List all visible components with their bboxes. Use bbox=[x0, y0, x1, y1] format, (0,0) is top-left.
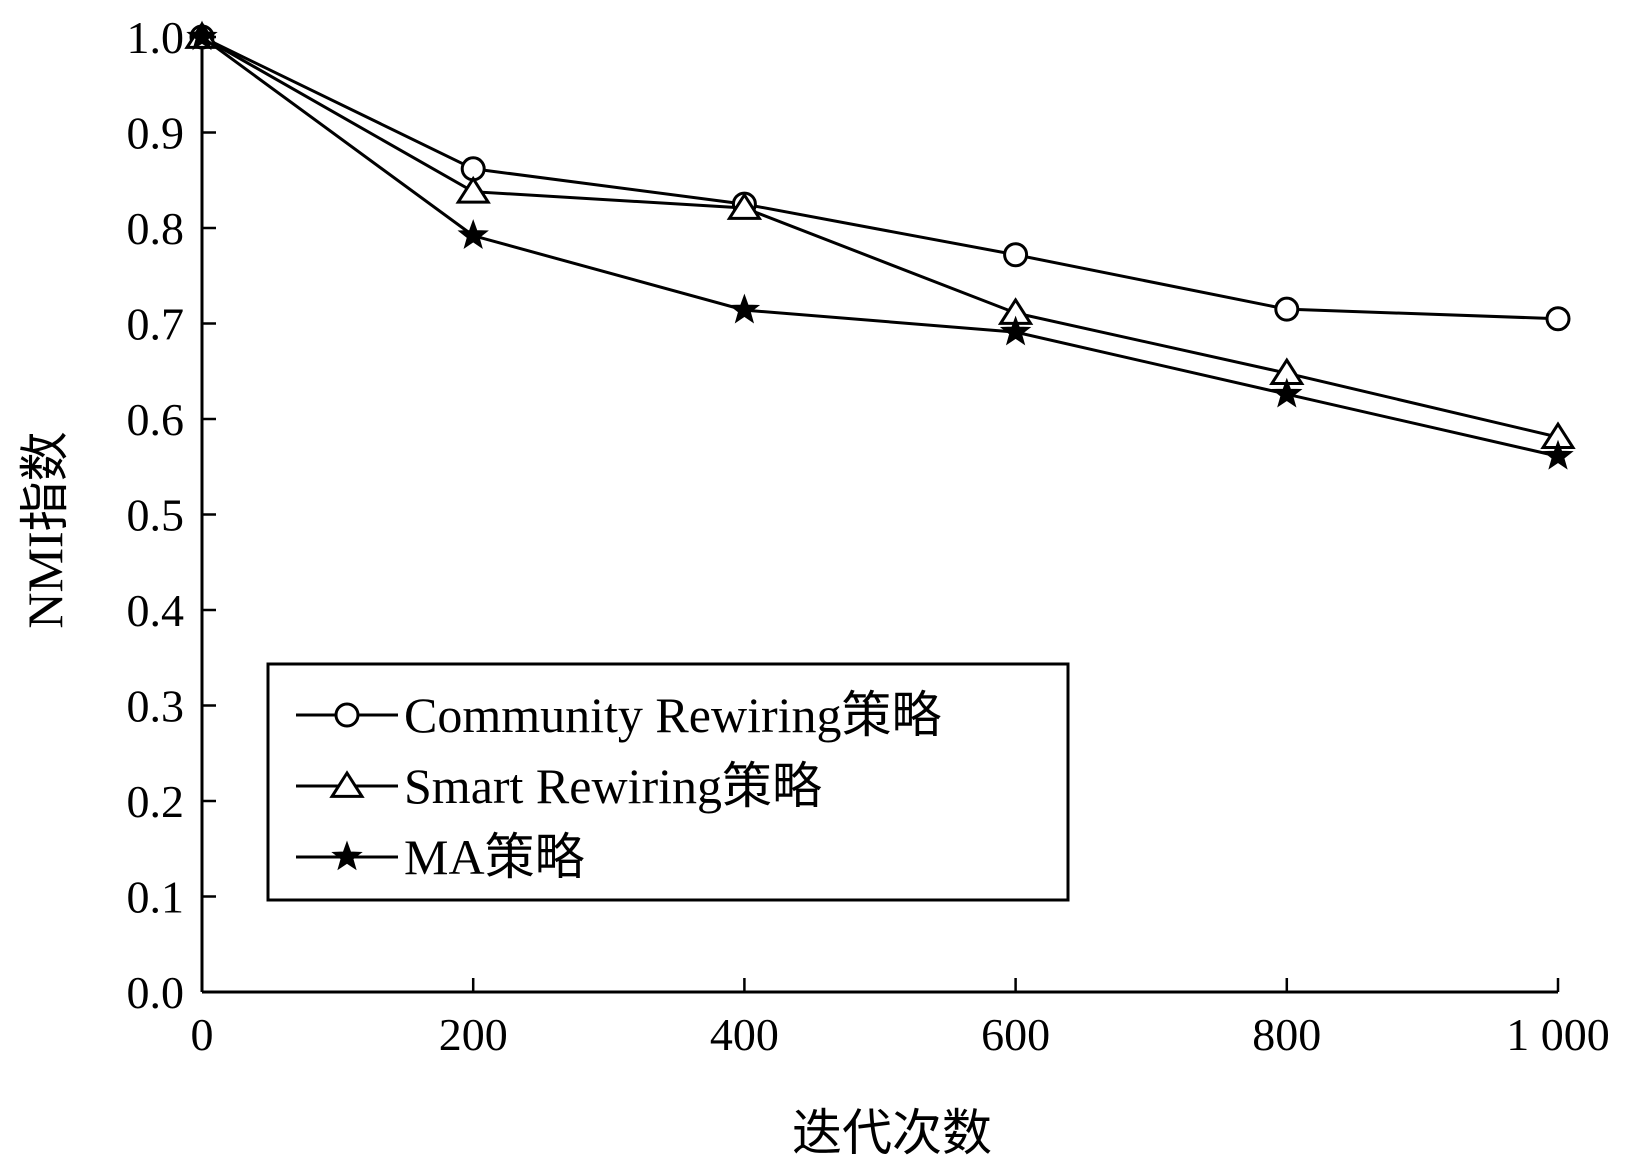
y-tick-label: 0.8 bbox=[127, 203, 185, 254]
x-tick-label: 400 bbox=[710, 1009, 779, 1060]
data-point-star bbox=[999, 315, 1032, 346]
data-point-circle bbox=[1003, 242, 1029, 268]
y-tick-label: 0.3 bbox=[127, 681, 185, 732]
series-line bbox=[201, 35, 1559, 458]
data-point-circle bbox=[1545, 306, 1571, 332]
y-tick-label: 0.0 bbox=[127, 967, 185, 1018]
series-triangle bbox=[184, 21, 1576, 450]
series-layer bbox=[184, 20, 1576, 470]
y-tick-label: 0.5 bbox=[127, 490, 185, 541]
legend-marker-triangle bbox=[329, 770, 365, 798]
legend-box bbox=[266, 662, 1070, 902]
y-tick-label: 0.2 bbox=[127, 776, 185, 827]
data-point-triangle bbox=[726, 192, 763, 220]
y-axis-ticks: 0.0 0.1 0.2 0.3 0.4 0.5 0.6 0.7 0.8 0.9 1.0 bbox=[127, 12, 216, 1018]
x-tick-label: 600 bbox=[981, 1009, 1050, 1060]
y-tick-label: 0.9 bbox=[127, 108, 185, 159]
x-tick-label: 800 bbox=[1252, 1009, 1321, 1060]
x-tick-label: 0 bbox=[191, 1009, 214, 1060]
data-point-star bbox=[1542, 439, 1574, 470]
x-tick-label: 200 bbox=[439, 1009, 508, 1060]
y-tick-label: 0.7 bbox=[127, 299, 185, 350]
axes bbox=[200, 29, 1558, 994]
legend-marker-star bbox=[331, 840, 363, 871]
x-tick-label: 1 000 bbox=[1506, 1009, 1610, 1060]
legend: Community Rewiring策略 Smart Rewiring策略 MA策略 bbox=[266, 662, 1070, 902]
legend-label: Community Rewiring策略 bbox=[404, 687, 942, 743]
x-axis-label: 迭代次数 bbox=[792, 1105, 992, 1161]
series-line bbox=[201, 35, 1559, 439]
data-point-star bbox=[1271, 377, 1303, 408]
data-point-triangle bbox=[455, 175, 491, 204]
series-circle bbox=[189, 24, 1571, 332]
series-star bbox=[186, 20, 1574, 470]
y-axis-label: NMI指数 bbox=[17, 431, 73, 628]
data-point-star bbox=[457, 219, 489, 249]
y-tick-label: 0.1 bbox=[127, 872, 185, 923]
legend-label: Smart Rewiring策略 bbox=[404, 758, 822, 814]
legend-label: MA策略 bbox=[404, 829, 585, 885]
data-point-circle bbox=[1274, 296, 1300, 322]
y-tick-label: 0.4 bbox=[127, 585, 185, 636]
y-tick-label: 1.0 bbox=[127, 12, 185, 63]
x-axis-ticks: 0 200 400 600 800 1 000 bbox=[191, 978, 1610, 1060]
data-point-star bbox=[728, 293, 761, 324]
legend-marker-circle bbox=[334, 702, 360, 728]
y-tick-label: 0.6 bbox=[127, 394, 185, 445]
series-line bbox=[201, 35, 1559, 321]
data-point-star bbox=[186, 20, 218, 51]
